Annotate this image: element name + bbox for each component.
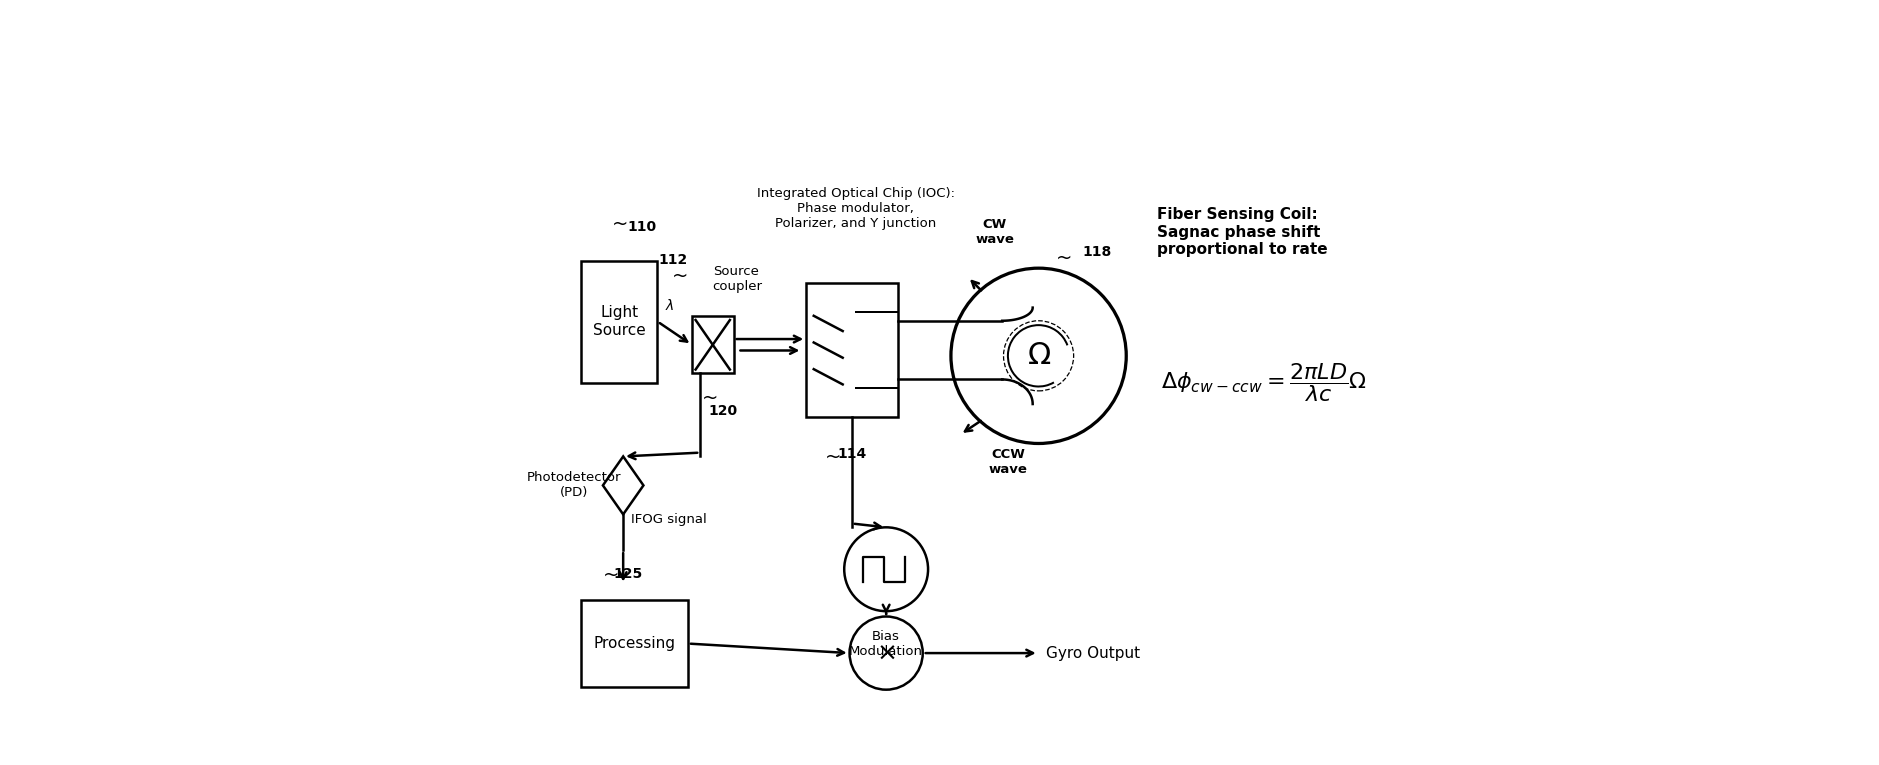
Text: 120: 120: [708, 404, 738, 418]
Text: ~: ~: [825, 448, 842, 467]
Text: Bias
Modulation: Bias Modulation: [849, 630, 923, 658]
Text: ~: ~: [1056, 249, 1073, 269]
Polygon shape: [603, 457, 643, 514]
Circle shape: [951, 269, 1126, 444]
Text: 110: 110: [628, 220, 656, 234]
FancyBboxPatch shape: [691, 316, 733, 373]
Text: Source
coupler: Source coupler: [712, 265, 763, 293]
Text: 118: 118: [1082, 246, 1112, 259]
Text: Integrated Optical Chip (IOC):
Phase modulator,
Polarizer, and Y junction: Integrated Optical Chip (IOC): Phase mod…: [757, 187, 955, 230]
Text: CW
wave: CW wave: [975, 218, 1015, 246]
Text: IFOG signal: IFOG signal: [631, 513, 707, 526]
Text: ~: ~: [703, 389, 718, 408]
Text: Light
Source: Light Source: [594, 305, 646, 337]
Text: ~: ~: [603, 565, 618, 584]
Text: $\Omega$: $\Omega$: [1026, 341, 1050, 370]
Text: $\times$: $\times$: [876, 641, 896, 665]
Circle shape: [849, 617, 923, 690]
Text: ~: ~: [613, 215, 628, 234]
Text: ~: ~: [671, 267, 688, 285]
Text: $\Delta\phi_{cw-ccw} = \dfrac{2\pi LD}{\lambda c}\Omega$: $\Delta\phi_{cw-ccw} = \dfrac{2\pi LD}{\…: [1161, 361, 1366, 404]
FancyBboxPatch shape: [581, 261, 658, 382]
Text: Processing: Processing: [594, 636, 676, 651]
Text: $\lambda$: $\lambda$: [665, 298, 675, 313]
Circle shape: [844, 527, 928, 611]
FancyBboxPatch shape: [581, 600, 688, 688]
Text: Gyro Output: Gyro Output: [1047, 646, 1141, 661]
Text: 125: 125: [613, 567, 643, 581]
Text: Photodetector
(PD): Photodetector (PD): [526, 471, 620, 500]
Text: 114: 114: [838, 448, 866, 461]
Text: Fiber Sensing Coil:
Sagnac phase shift
proportional to rate: Fiber Sensing Coil: Sagnac phase shift p…: [1157, 207, 1327, 257]
Text: 112: 112: [660, 252, 688, 267]
Circle shape: [1003, 321, 1073, 391]
Polygon shape: [806, 283, 898, 417]
Text: CCW
wave: CCW wave: [988, 448, 1028, 476]
